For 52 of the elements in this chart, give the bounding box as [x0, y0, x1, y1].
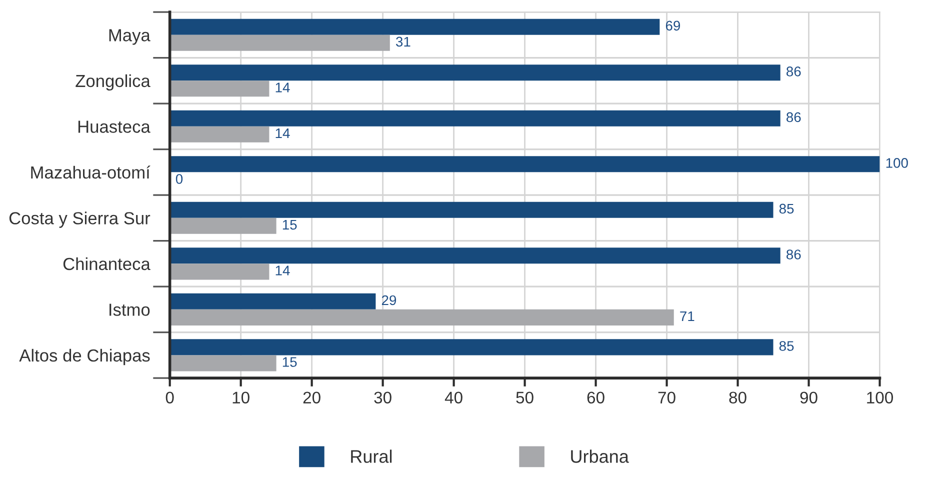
bar	[170, 202, 774, 218]
x-tick-label: 60	[587, 392, 604, 404]
y-tick-label: Altos de Chiapas	[19, 348, 150, 366]
x-tick-label: 20	[303, 392, 320, 404]
bar	[170, 218, 276, 234]
x-tick-label: 70	[658, 392, 676, 404]
bar	[170, 156, 880, 172]
legend-label: Urbana	[571, 450, 629, 463]
data-label: 85	[779, 204, 794, 214]
data-label: 14	[276, 266, 290, 276]
y-tick-label: Costa y Sierra Sur	[9, 212, 150, 228]
bar	[170, 355, 276, 372]
data-label: 71	[680, 311, 694, 322]
x-tick-label: 80	[729, 392, 746, 404]
bar	[170, 64, 780, 81]
y-tick-label: Chinanteca	[63, 257, 150, 270]
data-label: 69	[666, 20, 680, 31]
data-label: 86	[786, 250, 801, 260]
bar	[170, 339, 774, 356]
data-label: 14	[276, 128, 290, 138]
data-label: 15	[282, 357, 297, 367]
x-tick-label: 100	[867, 392, 893, 404]
data-label: 0	[176, 174, 183, 184]
data-label: 86	[786, 66, 801, 76]
y-tick-label: Zongolica	[76, 74, 150, 91]
data-label: 85	[779, 341, 794, 351]
bar	[170, 293, 376, 310]
y-tick-label: Istmo	[110, 304, 150, 316]
data-label: 14	[276, 82, 290, 92]
bar	[170, 80, 270, 97]
data-label: 100	[886, 158, 908, 168]
bar	[170, 126, 270, 142]
bar	[170, 309, 674, 326]
x-tick-label: 10	[232, 392, 250, 404]
bar	[170, 110, 780, 126]
x-tick-label: 90	[800, 392, 818, 404]
x-tick-label: 40	[444, 392, 462, 404]
bar	[170, 18, 660, 35]
data-label: 29	[382, 295, 396, 306]
bar	[170, 34, 390, 51]
data-label: 15	[282, 220, 297, 230]
data-label: 31	[396, 36, 410, 47]
y-tick-label: Mazahua-otomí	[31, 166, 150, 179]
x-tick-label: 0	[166, 392, 174, 404]
data-label: 86	[786, 112, 801, 122]
y-tick-label: Huasteca	[78, 120, 150, 133]
legend-label: Rural	[351, 450, 392, 463]
x-tick-label: 30	[374, 392, 392, 404]
x-tick-label: 50	[516, 392, 534, 404]
bar	[170, 264, 270, 280]
bar	[170, 248, 780, 264]
y-tick-label: Maya	[109, 29, 150, 45]
